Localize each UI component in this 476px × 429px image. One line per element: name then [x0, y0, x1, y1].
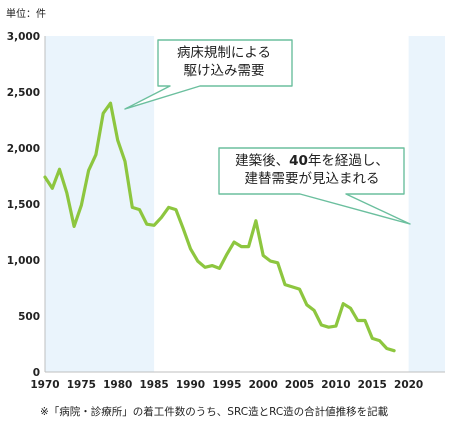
callout-rebuild-demand: 建築後、40年を経過し、 建替需要が見込まれる	[224, 152, 400, 188]
series-line-0	[43, 101, 396, 353]
callout-rebuild-demand-line1: 建築後、40年を経過し、	[224, 152, 400, 170]
unit-label: 単位：件	[6, 9, 46, 20]
callout-shapes	[124, 39, 411, 225]
x-tick-label: 2010	[321, 379, 350, 391]
x-tick-label: 2005	[285, 379, 314, 391]
y-tick-label: 2,000	[7, 143, 40, 155]
x-tick-label: 1970	[30, 379, 59, 391]
highlight-band-0	[45, 36, 155, 372]
callout-rebuild-line1-bold: 40	[289, 153, 308, 169]
x-tick-label: 1990	[176, 379, 205, 391]
y-tick-label: 1,000	[7, 255, 40, 267]
callout-rebuild-line1-pre: 建築後、	[235, 153, 290, 169]
y-tick-label: 2,500	[7, 87, 40, 99]
callout-rebuild-demand-line2: 建替需要が見込まれる	[244, 171, 380, 187]
x-tick-label: 2015	[358, 379, 387, 391]
y-tick-labels: 0 500 1,000 1,500 2,000 2,500 3,000	[7, 31, 40, 379]
x-tick-label: 1985	[139, 379, 168, 391]
y-tick-label: 1,500	[7, 199, 40, 211]
y-tick-label: 0	[33, 367, 40, 379]
callout-rebuild-line1-post: 年を経過し、	[307, 153, 389, 169]
callout-rush-demand-line2: 駆け込み需要	[183, 63, 265, 79]
callout-rush-demand: 病床規制による 駆け込み需要	[160, 44, 288, 80]
callout-rush-demand-line1: 病床規制による	[176, 45, 272, 61]
x-tick-label: 1975	[67, 379, 96, 391]
series-group	[43, 101, 396, 353]
highlight-band-1	[408, 36, 445, 372]
x-tick-label: 1995	[212, 379, 241, 391]
x-tick-label: 2020	[394, 379, 423, 391]
x-tick-labels: 1970 1975 1980 1985 1990 1995 2000 2005 2010 2015…	[30, 379, 423, 391]
callout-rush-demand-shape	[124, 39, 293, 110]
highlight-bands	[45, 36, 445, 372]
chart-axes	[44, 36, 445, 373]
footnote: ※「病院・診療所」の着工件数のうち、SRC造とRC造の合計値推移を記載	[40, 406, 389, 418]
x-tick-label: 2000	[249, 379, 278, 391]
callout-rebuild-demand-shape	[218, 147, 411, 225]
y-tick-label: 500	[18, 311, 40, 323]
x-tick-label: 1980	[103, 379, 132, 391]
y-tick-label: 3,000	[7, 31, 40, 43]
